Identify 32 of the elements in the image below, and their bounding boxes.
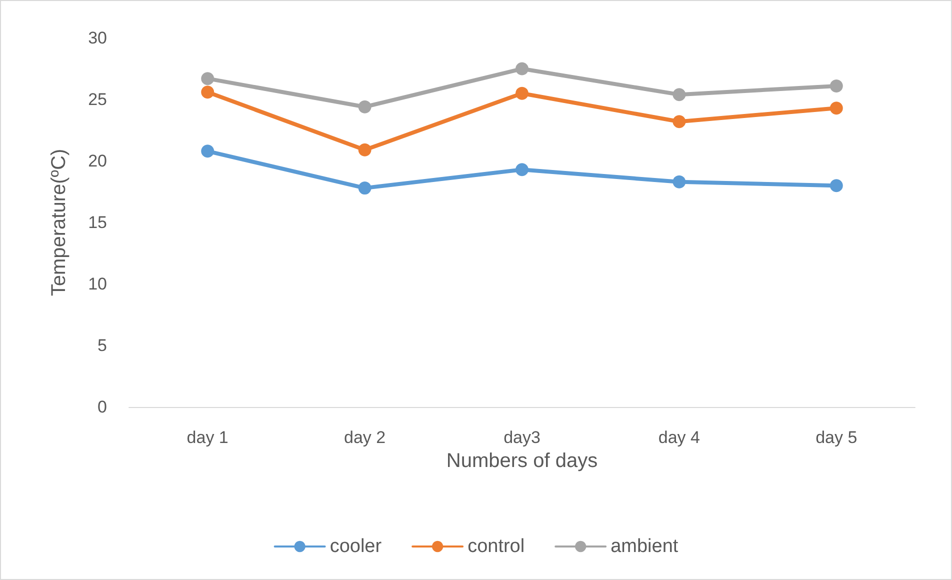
y-tick-label: 20 [88,152,107,170]
y-tick-label: 10 [88,274,107,294]
x-tick-label: day 5 [816,428,858,447]
point [516,62,528,76]
legend-label: control [468,536,525,557]
point [672,88,686,102]
x-tick-label: day 2 [344,428,386,447]
y-tick-label: 15 [88,213,107,232]
legend-label: cooler [330,536,382,557]
point [201,144,214,158]
y-tick-label: 5 [98,336,107,355]
x-tick-label: day3 [504,428,540,447]
point [830,179,843,192]
y-tick-label: 30 [88,28,107,48]
point [358,143,372,156]
point [516,86,528,100]
point [516,163,528,176]
point [358,100,372,114]
y-tick-label: 25 [88,90,107,109]
x-tick-label: day 4 [658,428,700,447]
point [672,115,686,128]
y-tick-label: 0 [98,398,107,416]
point [830,102,843,115]
y-axis-title: Temperature(ºC) [48,148,70,296]
point [358,182,372,195]
legend-label: ambient [610,536,679,557]
point [201,72,214,86]
x-axis-title: Numbers of days [446,450,598,472]
point [672,175,686,188]
point [830,79,843,92]
point [201,86,214,99]
x-tick-label: day 1 [186,428,228,447]
